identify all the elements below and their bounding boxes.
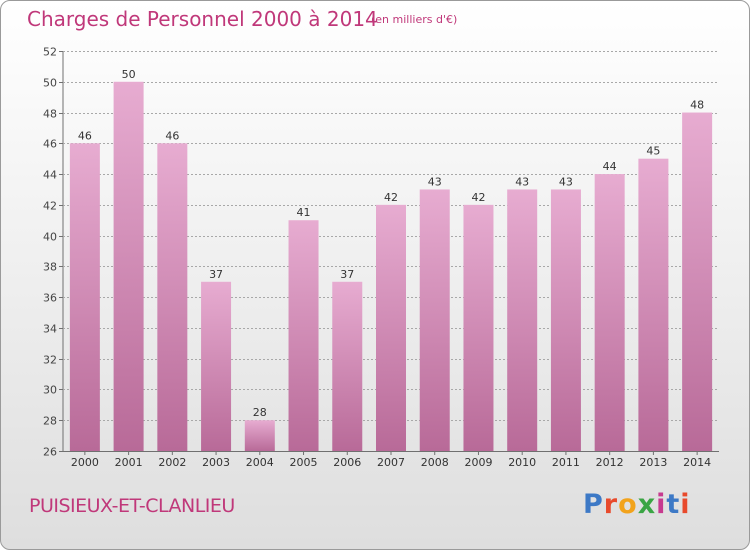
bar xyxy=(507,189,538,451)
bar xyxy=(419,189,450,451)
x-tick-label: 2011 xyxy=(552,456,580,469)
data-label: 42 xyxy=(471,191,485,204)
city-name: PUISIEUX-ET-CLANLIEU xyxy=(29,495,235,517)
x-tick-label: 2005 xyxy=(290,456,318,469)
bar xyxy=(113,81,144,452)
logo-letter: x xyxy=(637,489,657,520)
bar xyxy=(638,158,669,451)
bar xyxy=(376,204,406,451)
data-label: 28 xyxy=(253,406,267,419)
data-label: 44 xyxy=(603,160,617,173)
bar xyxy=(682,112,713,452)
bar xyxy=(288,220,319,451)
x-tick-label: 2002 xyxy=(158,456,186,469)
bar xyxy=(463,204,494,451)
data-label: 50 xyxy=(122,68,136,81)
proxiti-logo: Proxiti xyxy=(583,489,691,520)
x-tick-label: 2003 xyxy=(202,456,230,469)
data-label: 41 xyxy=(297,206,311,219)
x-tick-label: 2004 xyxy=(246,456,274,469)
x-tick-label: 2000 xyxy=(71,456,99,469)
x-tick-label: 2006 xyxy=(333,456,361,469)
bar xyxy=(550,189,581,451)
y-tick-label: 44 xyxy=(43,169,57,182)
y-tick-label: 42 xyxy=(43,200,57,213)
logo-letter: i xyxy=(656,489,667,520)
logo-letter: r xyxy=(603,489,619,520)
data-label: 46 xyxy=(165,129,179,142)
y-tick-label: 48 xyxy=(43,108,57,121)
y-tick-label: 52 xyxy=(43,46,57,59)
x-tick-label: 2014 xyxy=(683,456,711,469)
chart-title: Charges de Personnel 2000 à 2014 xyxy=(27,7,378,31)
bar xyxy=(244,420,275,451)
y-tick-label: 36 xyxy=(43,292,57,305)
data-label: 43 xyxy=(559,175,573,188)
data-label: 48 xyxy=(690,99,704,112)
x-tick-label: 2010 xyxy=(508,456,536,469)
data-label: 46 xyxy=(78,129,92,142)
bar xyxy=(69,143,100,452)
logo-letter: o xyxy=(618,489,638,520)
y-tick-label: 46 xyxy=(43,138,57,151)
bar xyxy=(157,143,188,452)
x-tick-label: 2008 xyxy=(421,456,449,469)
data-label: 45 xyxy=(646,145,660,158)
bar xyxy=(201,281,232,451)
y-tick-label: 30 xyxy=(43,384,57,397)
data-label: 43 xyxy=(515,175,529,188)
y-tick-label: 26 xyxy=(43,446,57,459)
logo-letter: P xyxy=(583,489,604,520)
y-tick-label: 40 xyxy=(43,231,57,244)
data-label: 37 xyxy=(340,268,354,281)
y-tick-label: 28 xyxy=(43,415,57,428)
chart-subtitle: (en milliers d'€) xyxy=(371,13,458,26)
bar xyxy=(332,281,363,451)
logo-letter: i xyxy=(680,489,691,520)
logo-letter: t xyxy=(666,489,681,520)
data-label: 37 xyxy=(209,268,223,281)
x-tick-label: 2013 xyxy=(639,456,667,469)
y-tick-label: 38 xyxy=(43,261,57,274)
x-tick-label: 2009 xyxy=(464,456,492,469)
x-tick-label: 2007 xyxy=(377,456,405,469)
x-tick-label: 2001 xyxy=(115,456,143,469)
y-tick-label: 32 xyxy=(43,354,57,367)
x-tick-label: 2012 xyxy=(596,456,624,469)
data-label: 43 xyxy=(428,175,442,188)
data-label: 42 xyxy=(384,191,398,204)
y-tick-label: 34 xyxy=(43,323,57,336)
bar xyxy=(594,174,625,452)
y-tick-label: 50 xyxy=(43,77,57,90)
